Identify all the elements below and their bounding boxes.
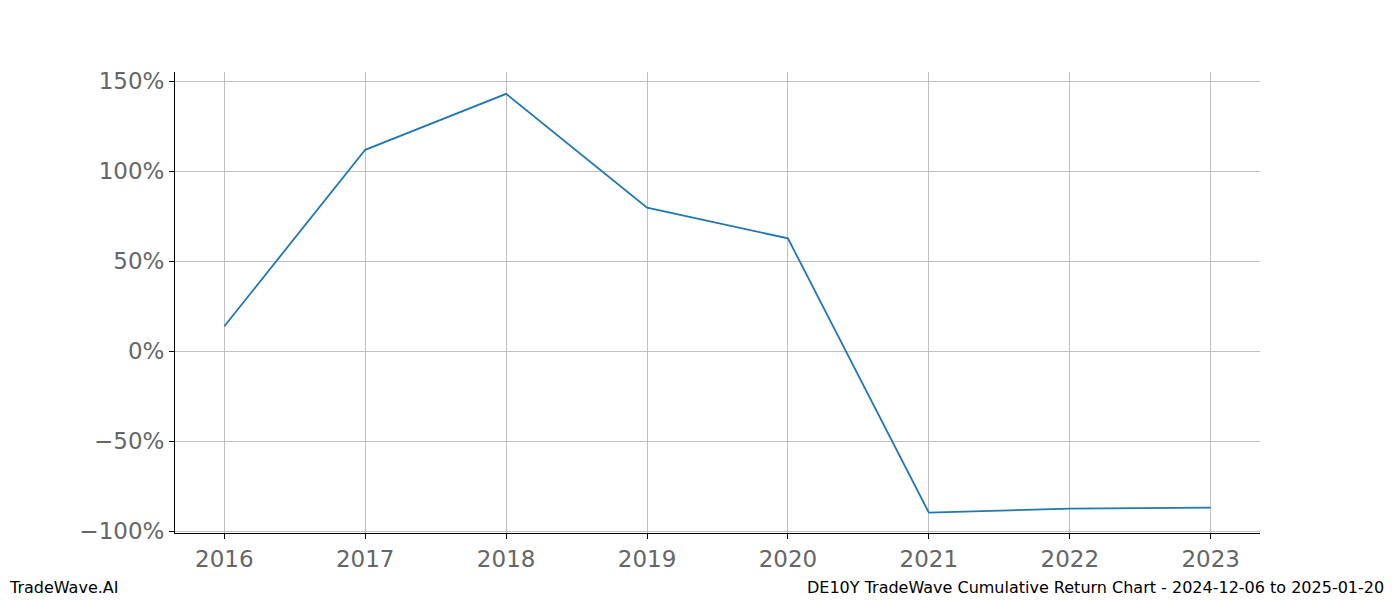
svg-text:DE10Y TradeWave Cumulative Ret: DE10Y TradeWave Cumulative Return Chart …: [807, 578, 1384, 597]
svg-text:2016: 2016: [195, 546, 254, 572]
svg-text:2020: 2020: [759, 546, 818, 572]
svg-text:2021: 2021: [900, 546, 959, 572]
svg-text:2019: 2019: [618, 546, 677, 572]
svg-text:−100%: −100%: [79, 518, 164, 544]
svg-text:2018: 2018: [477, 546, 536, 572]
svg-text:150%: 150%: [99, 68, 165, 94]
svg-text:50%: 50%: [113, 248, 164, 274]
svg-text:100%: 100%: [99, 158, 165, 184]
svg-text:0%: 0%: [128, 338, 165, 364]
svg-text:TradeWave.AI: TradeWave.AI: [9, 578, 118, 597]
svg-text:2023: 2023: [1181, 546, 1240, 572]
svg-text:−50%: −50%: [94, 428, 164, 454]
svg-text:2017: 2017: [336, 546, 395, 572]
svg-text:2022: 2022: [1040, 546, 1099, 572]
